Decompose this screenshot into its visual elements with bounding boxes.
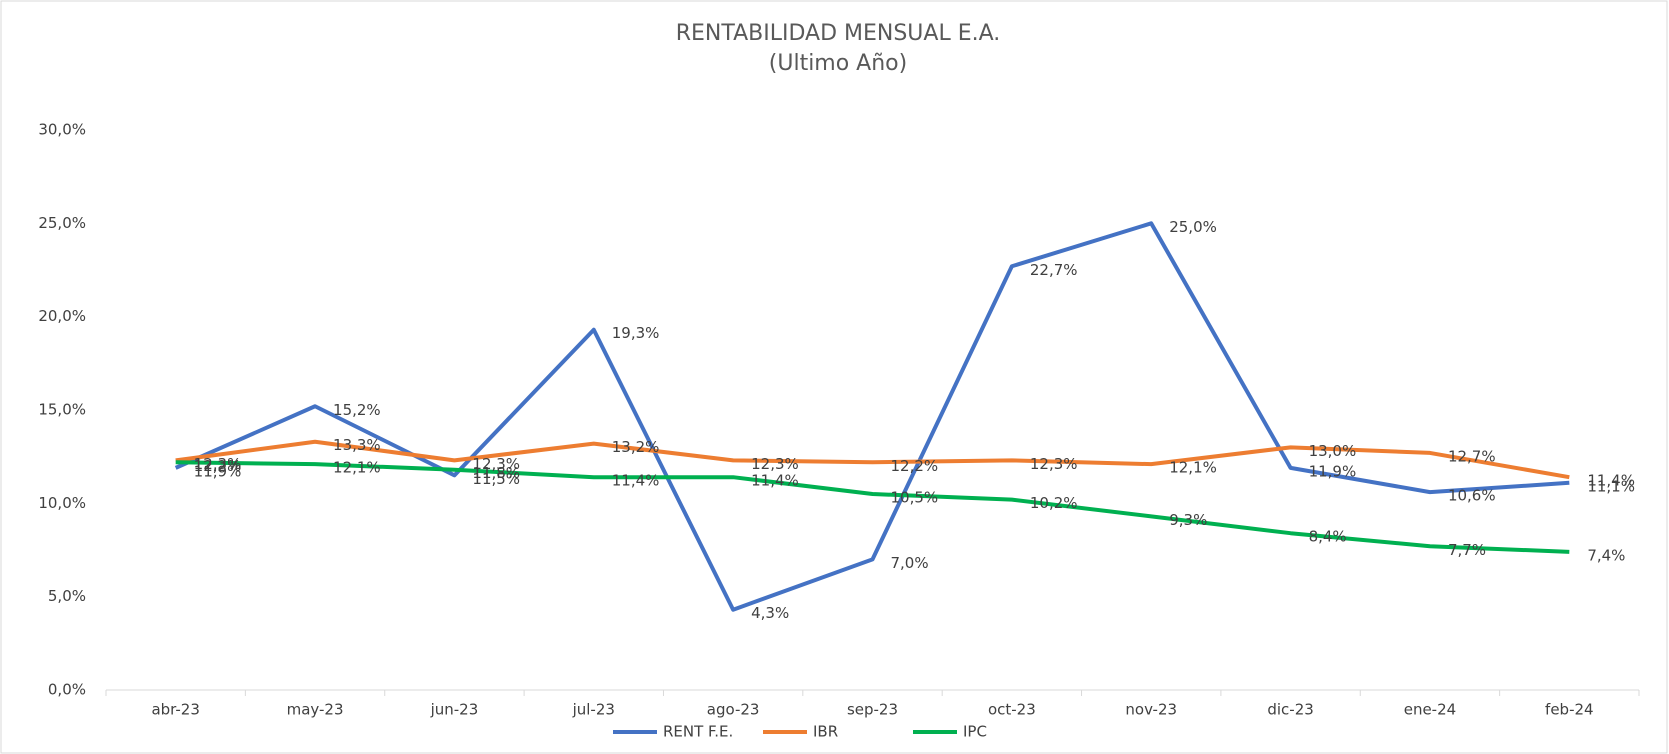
data-label: 12,7% <box>1448 447 1496 465</box>
legend-label: RENT F.E. <box>663 723 733 741</box>
data-label: 4,3% <box>751 604 789 622</box>
data-label: 12,1% <box>333 459 381 477</box>
chart-subtitle: (Ultimo Año) <box>769 51 907 76</box>
data-label: 10,2% <box>1030 494 1078 512</box>
x-tick-label: oct-23 <box>988 701 1036 719</box>
series-line <box>175 439 1570 480</box>
x-tick-label: jun-23 <box>430 701 479 719</box>
y-tick-label: 5,0% <box>48 587 86 605</box>
x-tick-label: abr-23 <box>151 701 199 719</box>
data-label: 11,4% <box>751 472 799 490</box>
series-line <box>175 460 1570 554</box>
data-label: 11,4% <box>612 472 660 490</box>
data-label: 12,3% <box>1030 455 1078 473</box>
data-label: 8,4% <box>1309 528 1347 546</box>
x-tick-label: ago-23 <box>707 701 760 719</box>
data-label: 19,3% <box>612 324 660 342</box>
data-label: 9,3% <box>1169 511 1207 529</box>
data-label: 7,7% <box>1448 541 1486 559</box>
data-label: 13,2% <box>612 438 660 456</box>
data-label: 7,4% <box>1587 546 1625 564</box>
x-tick-label: jul-23 <box>572 701 615 719</box>
y-tick-label: 25,0% <box>38 214 86 232</box>
y-tick-label: 30,0% <box>38 121 86 139</box>
data-label: 12,2% <box>194 457 242 475</box>
data-label: 10,5% <box>891 489 939 507</box>
x-tick-label: feb-24 <box>1545 701 1594 719</box>
data-label: 25,0% <box>1169 218 1217 236</box>
y-tick-label: 10,0% <box>38 494 86 512</box>
y-tick-label: 15,0% <box>38 401 86 419</box>
data-label: 12,2% <box>891 457 939 475</box>
x-tick-label: ene-24 <box>1404 701 1456 719</box>
data-label: 22,7% <box>1030 261 1078 279</box>
data-label: 11,8% <box>472 464 520 482</box>
data-label: 12,3% <box>472 455 520 473</box>
y-tick-label: 0,0% <box>48 681 86 699</box>
data-label: 7,0% <box>891 554 929 572</box>
x-tick-label: may-23 <box>287 701 344 719</box>
x-tick-label: nov-23 <box>1125 701 1177 719</box>
chart-title: RENTABILIDAD MENSUAL E.A. <box>676 21 1001 46</box>
data-label: 11,9% <box>1309 462 1357 480</box>
data-label: 12,3% <box>194 455 242 473</box>
data-label: 11,9% <box>194 462 242 480</box>
data-label: 10,6% <box>1448 487 1496 505</box>
data-label: 13,3% <box>333 436 381 454</box>
data-label: 15,2% <box>333 401 381 419</box>
legend-label: IPC <box>963 723 987 741</box>
data-label: 11,4% <box>1587 472 1635 490</box>
x-tick-label: dic-23 <box>1267 701 1313 719</box>
data-label: 12,1% <box>1169 459 1217 477</box>
data-label: 12,3% <box>751 455 799 473</box>
legend-label: IBR <box>813 723 838 741</box>
data-label: 11,5% <box>472 470 520 488</box>
y-tick-label: 20,0% <box>38 307 86 325</box>
data-label: 13,0% <box>1309 442 1357 460</box>
x-tick-label: sep-23 <box>847 701 898 719</box>
data-label: 11,1% <box>1587 477 1635 495</box>
